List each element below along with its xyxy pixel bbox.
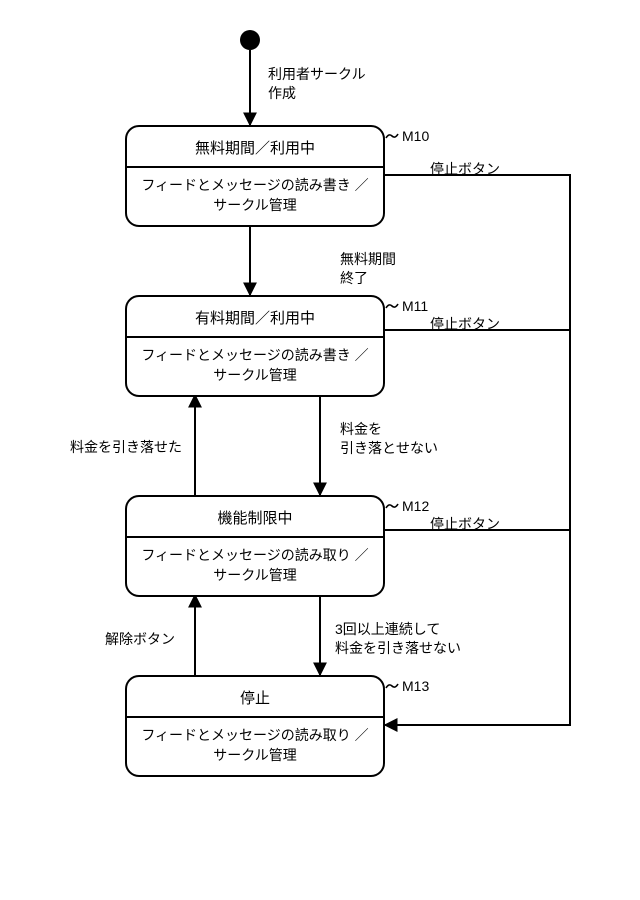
state-tag-M13: M13: [386, 678, 429, 694]
state-title: 有料期間／利用中: [127, 297, 383, 336]
edge-label: 料金を引き落せた: [70, 438, 182, 457]
state-title: 無料期間／利用中: [127, 127, 383, 166]
state-M11: 有料期間／利用中フィードとメッセージの読み書き ／サークル管理: [125, 295, 385, 397]
state-body: フィードとメッセージの読み書き ／サークル管理: [127, 168, 383, 225]
edge-label: 解除ボタン: [105, 630, 175, 649]
svg-text:M13: M13: [402, 678, 429, 694]
state-title: 停止: [127, 677, 383, 716]
state-tag-M10: M10: [386, 128, 429, 144]
state-title: 機能制限中: [127, 497, 383, 536]
edge-label: 料金を 引き落とせない: [340, 420, 438, 458]
state-M13: 停止フィードとメッセージの読み取り ／サークル管理: [125, 675, 385, 777]
state-body: フィードとメッセージの読み書き ／サークル管理: [127, 338, 383, 395]
state-body: フィードとメッセージの読み取り ／サークル管理: [127, 538, 383, 595]
state-tag-M12: M12: [386, 498, 429, 514]
edge-label: 停止ボタン: [430, 160, 500, 179]
svg-text:M10: M10: [402, 128, 429, 144]
state-tag-M11: M11: [386, 298, 428, 314]
state-M10: 無料期間／利用中フィードとメッセージの読み書き ／サークル管理: [125, 125, 385, 227]
edge-label: 停止ボタン: [430, 515, 500, 534]
state-M12: 機能制限中フィードとメッセージの読み取り ／サークル管理: [125, 495, 385, 597]
edge-label: 停止ボタン: [430, 315, 500, 334]
svg-text:M12: M12: [402, 498, 429, 514]
initial-state: [240, 30, 260, 50]
state-body: フィードとメッセージの読み取り ／サークル管理: [127, 718, 383, 775]
svg-text:M11: M11: [402, 298, 428, 314]
edge-label: 無料期間 終了: [340, 250, 396, 288]
edge-label: 3回以上連続して 料金を引き落せない: [335, 620, 461, 658]
edge-label: 利用者サークル 作成: [268, 65, 366, 103]
